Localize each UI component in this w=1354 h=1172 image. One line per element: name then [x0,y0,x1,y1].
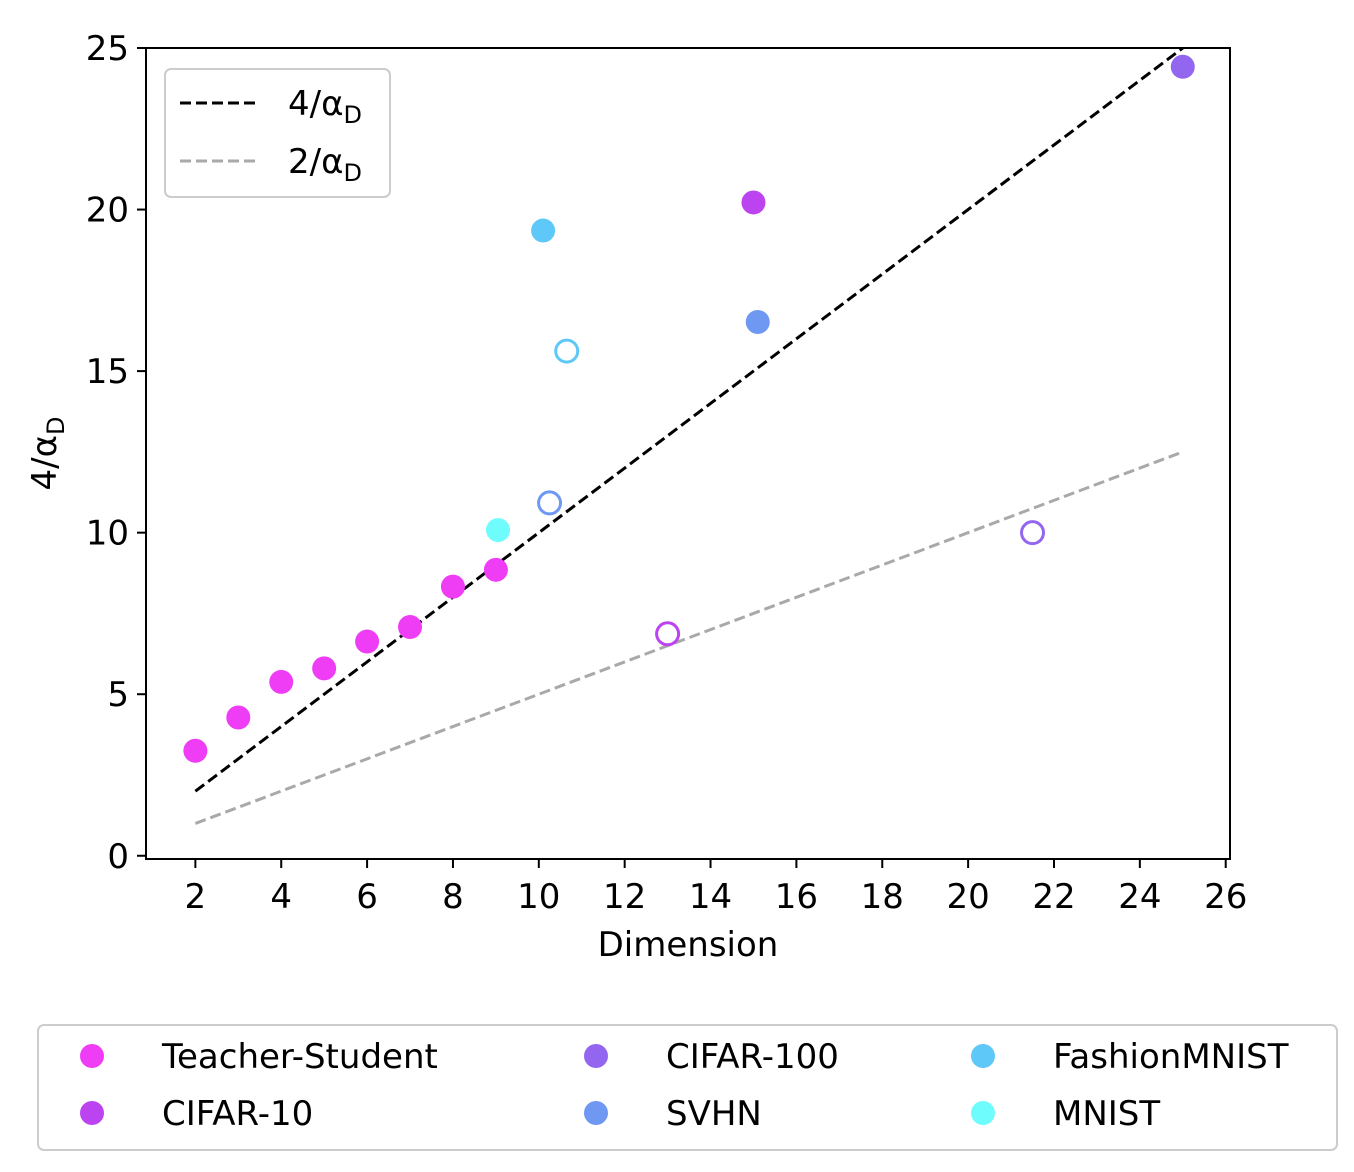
x-tick-label: 6 [356,877,378,917]
x-tick-label: 20 [946,877,989,917]
series-legend-label: CIFAR-10 [162,1094,313,1134]
point-teacher-student-2 [226,705,251,730]
point-svhn-2 [537,490,563,516]
line-legend-label-sub: D [344,159,362,187]
point-fashionmnist-1 [531,218,556,243]
x-tick-label: 18 [861,877,904,917]
series-legend-marker [971,1044,995,1068]
y-tick-label: 10 [86,514,129,554]
series-legend-marker [80,1101,104,1125]
point-teacher-student-5 [355,629,380,654]
series-legend-label: Teacher-Student [161,1037,438,1077]
series-legend-label: SVHN [666,1094,762,1134]
point-cifar-10-2 [655,621,681,647]
point-cifar-10-1 [741,190,766,215]
x-tick-label: 26 [1204,877,1247,917]
x-tick-label: 22 [1032,877,1075,917]
series-legend: Teacher-Student CIFAR-10 CIFAR-100 SVHN Fash… [37,1024,1338,1151]
reference-line-1 [194,46,1184,793]
y-tick-label: 15 [86,352,129,392]
y-tick-label: 20 [86,191,129,231]
x-tick-label: 12 [603,877,646,917]
series-legend-marker [971,1101,995,1125]
y-tick-label: 0 [107,837,129,877]
x-axis: 2 4 6 8 10 12 14 16 18 20 22 24 26 [185,859,1247,917]
point-cifar-100-2 [1020,520,1046,546]
y-tick-label: 5 [107,675,129,715]
x-tick-label: 16 [775,877,818,917]
x-tick-label: 14 [689,877,732,917]
series-legend-label: FashionMNIST [1053,1037,1289,1077]
y-axis: 0 5 10 15 20 25 [86,29,146,877]
point-svhn-1 [745,309,770,334]
series-legend-label: MNIST [1053,1094,1160,1134]
point-teacher-student-8 [483,557,508,582]
y-tick-label: 25 [86,29,129,69]
x-tick-label: 8 [442,877,464,917]
reference-line-2 [194,450,1184,825]
line-legend-label-main: 2/α [288,142,344,182]
y-axis-label-main: 4/α [25,435,65,491]
point-fashionmnist-2 [554,338,580,364]
point-teacher-student-1 [183,738,208,763]
series-legend-label: CIFAR-100 [666,1037,839,1077]
y-axis-label-sub: D [42,417,70,435]
line-legend-label-sub: D [344,101,362,129]
plot-frame [145,47,1231,860]
y-axis-label: 4/αD [25,417,70,491]
point-teacher-student-7 [440,574,465,599]
line-legend: 4/αD2/αD [164,68,391,198]
line-legend-label-main: 4/α [288,84,344,124]
point-mnist-1 [486,518,511,543]
line-legend-frame [164,68,391,198]
point-cifar-100-1 [1170,54,1195,79]
x-axis-label: Dimension [598,925,779,965]
series-legend-marker [80,1044,104,1068]
x-tick-label: 2 [185,877,207,917]
x-tick-label: 4 [270,877,292,917]
point-teacher-student-3 [269,669,294,694]
x-tick-label: 24 [1118,877,1161,917]
plot-area [145,46,1231,860]
point-teacher-student-6 [398,615,423,640]
line-legend-label: 2/αD [288,142,362,187]
series-legend-frame [37,1024,1338,1151]
series-legend-marker [584,1044,608,1068]
series-legend-marker [584,1101,608,1125]
point-teacher-student-4 [312,656,337,681]
x-tick-label: 10 [517,877,560,917]
line-legend-label: 4/αD [288,84,362,129]
